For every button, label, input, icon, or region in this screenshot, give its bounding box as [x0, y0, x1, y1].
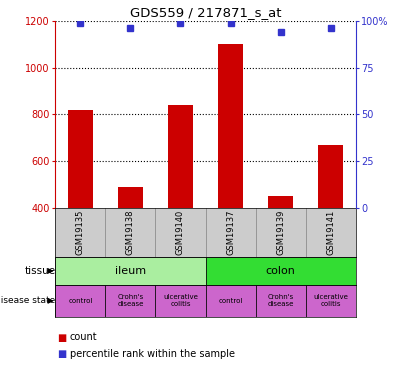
Text: GSM19135: GSM19135 — [76, 210, 85, 255]
Text: ileum: ileum — [115, 266, 146, 276]
Text: control: control — [218, 298, 242, 304]
Text: Crohn's
disease: Crohn's disease — [267, 294, 294, 307]
Bar — [318, 145, 343, 208]
Bar — [256, 285, 305, 317]
Text: ■: ■ — [58, 333, 67, 342]
Bar — [206, 257, 356, 285]
Text: GSM19141: GSM19141 — [326, 210, 335, 255]
Text: GSM19138: GSM19138 — [126, 210, 135, 255]
Text: count: count — [70, 333, 97, 342]
Bar — [305, 285, 356, 317]
Bar — [268, 196, 293, 208]
Text: control: control — [68, 298, 92, 304]
Text: disease state: disease state — [0, 296, 55, 305]
Text: tissue: tissue — [24, 266, 55, 276]
Text: GSM19139: GSM19139 — [276, 210, 285, 255]
Text: ulcerative
colitis: ulcerative colitis — [163, 294, 198, 307]
Text: percentile rank within the sample: percentile rank within the sample — [70, 350, 235, 359]
Title: GDS559 / 217871_s_at: GDS559 / 217871_s_at — [130, 6, 281, 20]
Text: GSM19140: GSM19140 — [176, 210, 185, 255]
Bar — [155, 285, 206, 317]
Bar — [68, 110, 93, 208]
Text: ■: ■ — [58, 350, 67, 359]
Bar — [118, 187, 143, 208]
Bar — [106, 285, 155, 317]
Bar — [218, 44, 243, 208]
Text: colon: colon — [266, 266, 296, 276]
Text: ulcerative
colitis: ulcerative colitis — [313, 294, 348, 307]
Bar — [55, 257, 206, 285]
Bar — [55, 285, 106, 317]
Text: Crohn's
disease: Crohn's disease — [117, 294, 144, 307]
Bar — [206, 285, 256, 317]
Text: GSM19137: GSM19137 — [226, 210, 235, 255]
Bar — [168, 105, 193, 208]
